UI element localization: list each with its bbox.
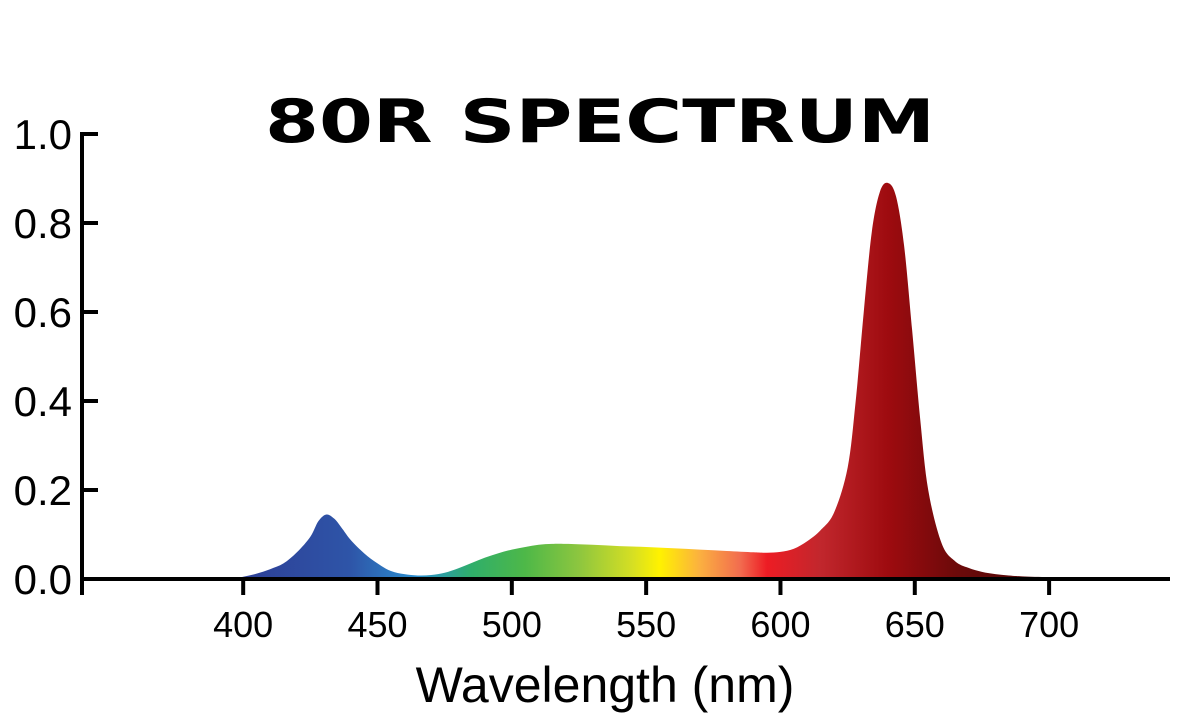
- x-tick-label: 650: [885, 604, 945, 645]
- y-tick-label: 1.0: [14, 111, 72, 158]
- y-tick-label: 0.0: [14, 556, 72, 603]
- spectrum-area: [229, 182, 1090, 579]
- x-axis-label: Wavelength (nm): [416, 657, 795, 713]
- y-tick-label: 0.4: [14, 378, 72, 425]
- y-tick-label: 0.2: [14, 467, 72, 514]
- x-tick-label: 600: [750, 604, 810, 645]
- y-tick-label: 0.6: [14, 289, 72, 336]
- x-tick-label: 450: [347, 604, 407, 645]
- x-tick-label: 700: [1019, 604, 1079, 645]
- y-tick-label: 0.8: [14, 200, 72, 247]
- x-tick-label: 550: [616, 604, 676, 645]
- chart-title: 80R SPECTRUM: [265, 87, 935, 157]
- x-tick-label: 500: [482, 604, 542, 645]
- x-tick-label: 400: [213, 604, 273, 645]
